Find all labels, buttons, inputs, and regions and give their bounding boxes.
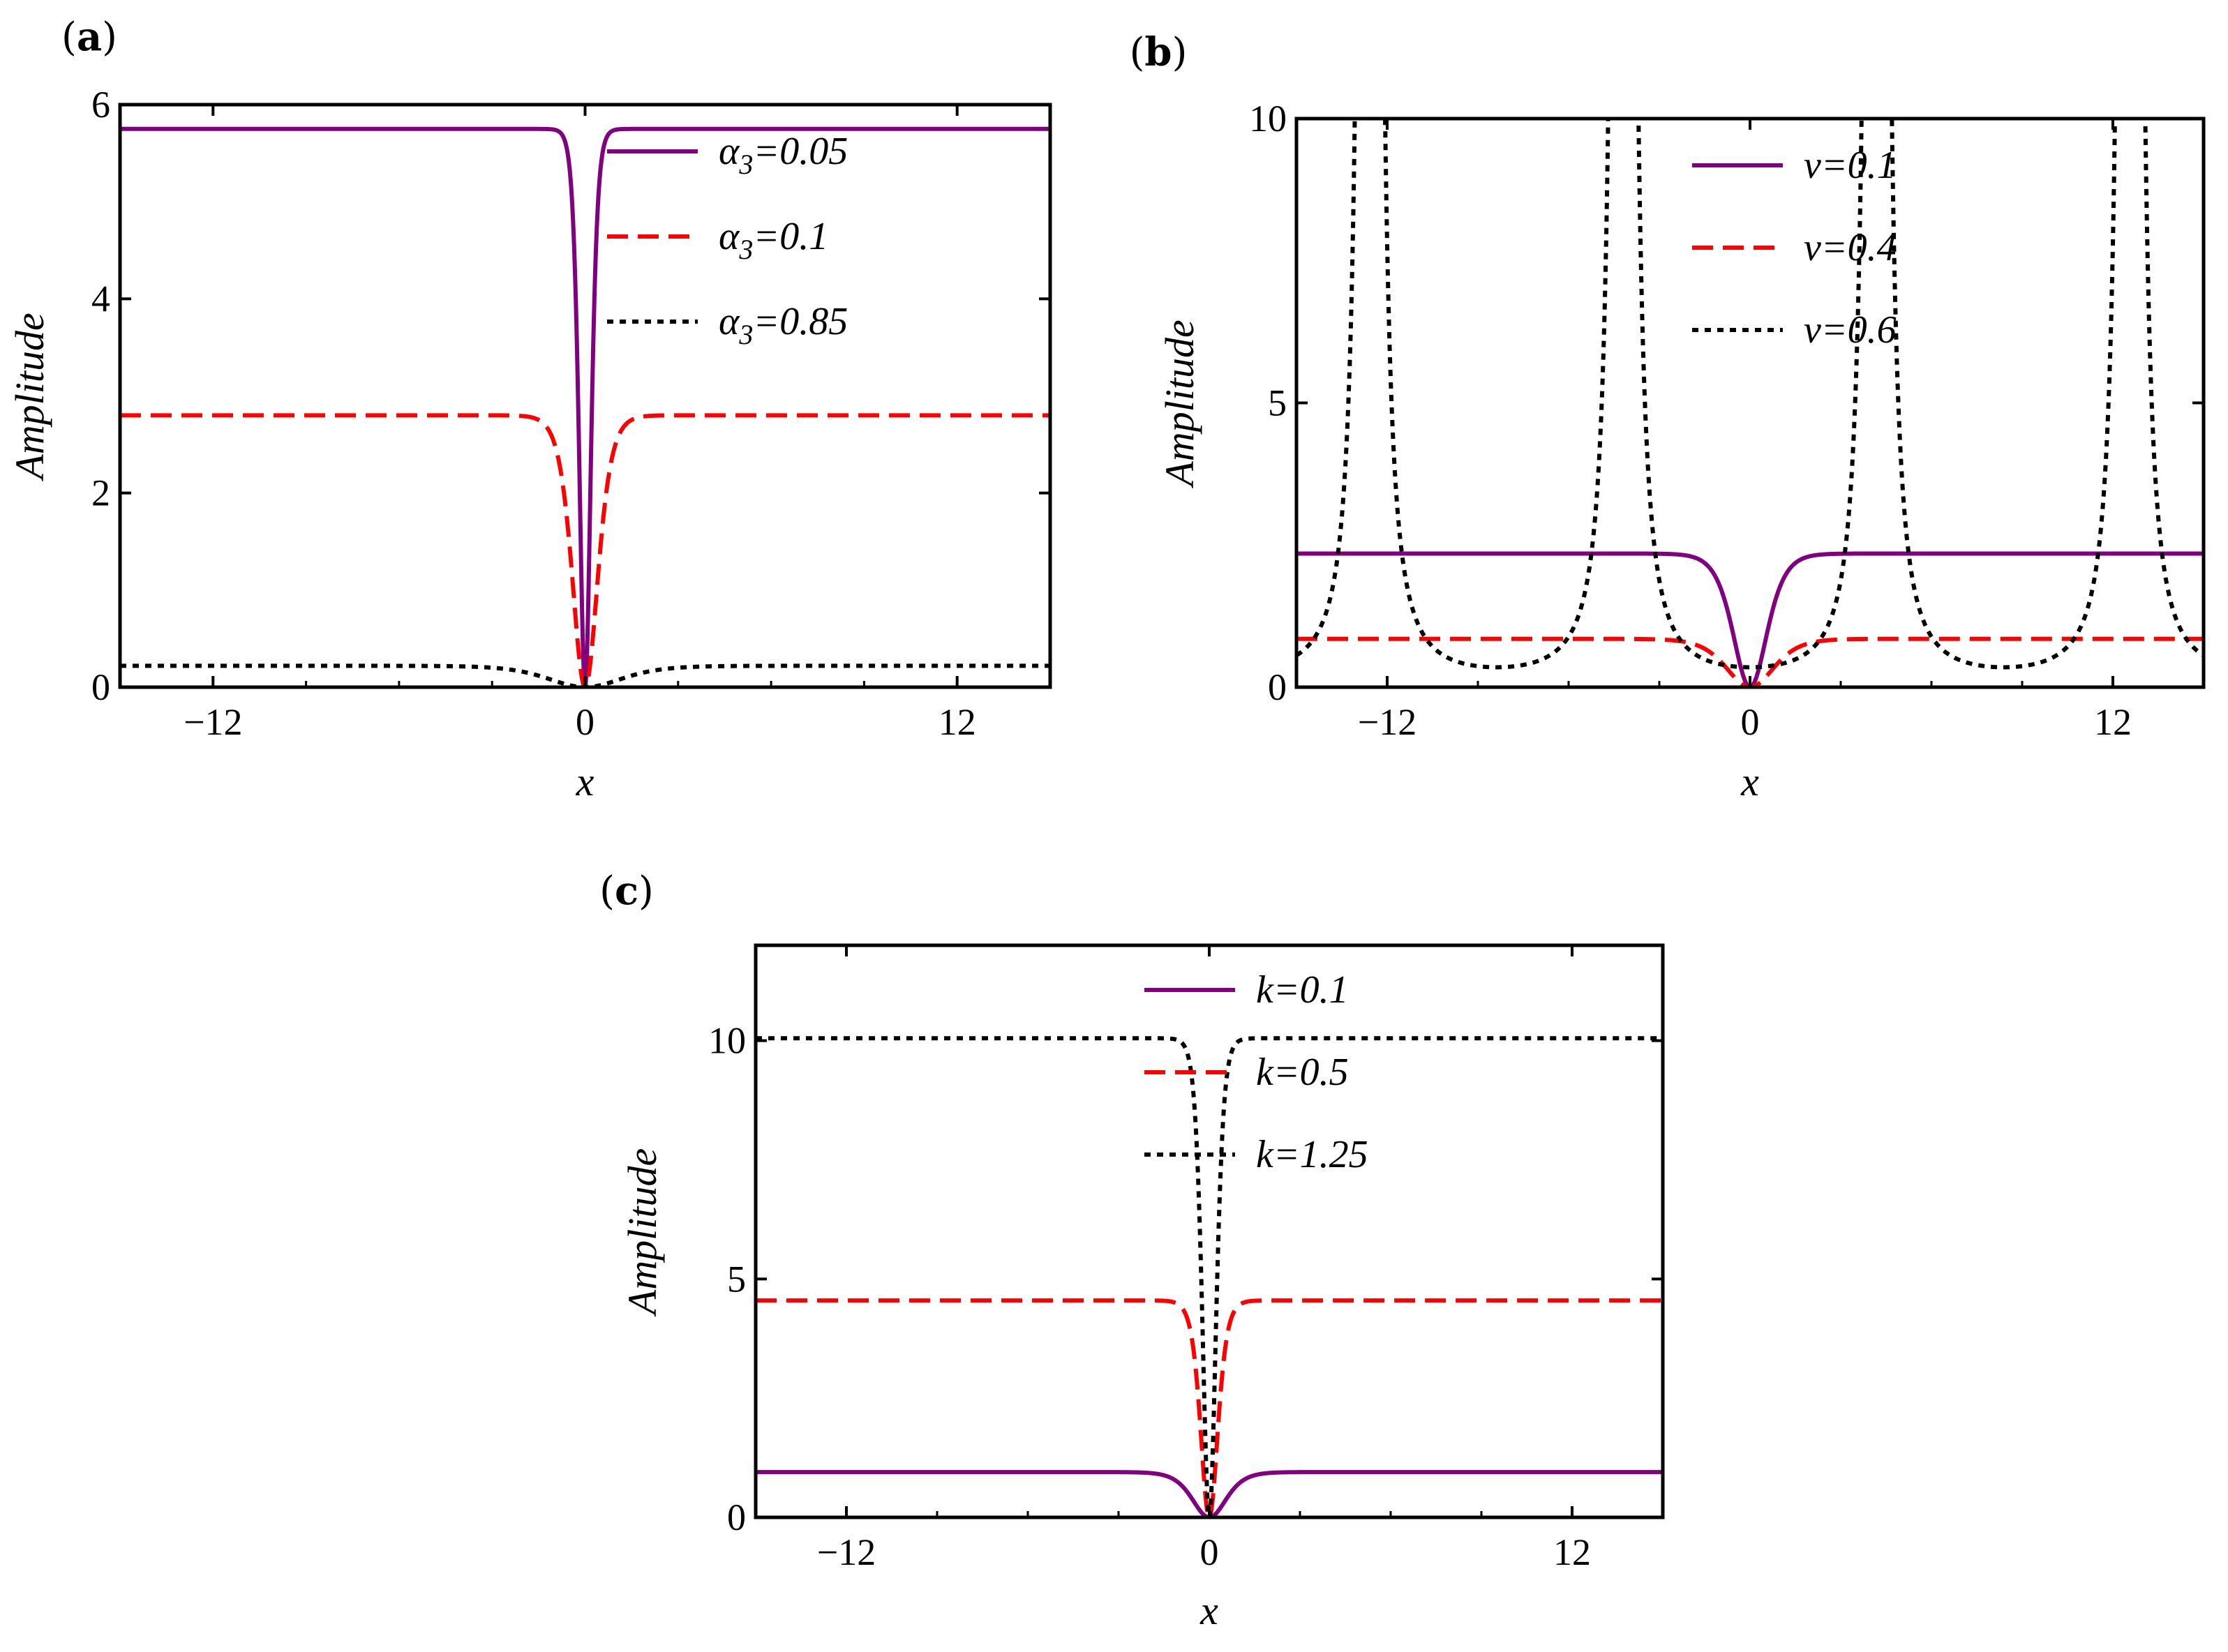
legend-label-1: k=0.1: [1256, 968, 1349, 1012]
plot-frame: [1294, 117, 2206, 689]
plot-frame: [118, 103, 1052, 689]
y-tick-label: 6: [91, 84, 110, 126]
x-tick-label: 0: [576, 701, 595, 743]
series-line-1: [120, 126, 1050, 687]
series-group: [1296, 119, 2204, 687]
y-tick-label: 5: [1268, 382, 1287, 424]
legend-label-2: ν=0.4: [1804, 226, 1897, 269]
y-tick-label: 5: [727, 1258, 746, 1300]
y-tick-label: 10: [708, 1020, 746, 1062]
x-tick-label: −12: [1358, 701, 1416, 743]
x-tick-label: 12: [2094, 701, 2132, 743]
series-line-3: [1296, 119, 2204, 670]
x-tick-label: 0: [1741, 701, 1760, 743]
series-line-3: [120, 663, 1050, 687]
legend-label-3: α3=0.85: [719, 300, 848, 350]
chart-panel-1: (a)−12 0 120246xAmplitudeα3=0.05α3=0.1α3=0…: [7, 14, 1052, 804]
series-group: [756, 1036, 1663, 1517]
y-tick-label: 0: [727, 1496, 746, 1538]
x-axis-title: x: [1199, 1588, 1218, 1633]
x-axis-title: x: [1740, 759, 1759, 804]
y-tick-label: 2: [91, 472, 110, 514]
series-line-1: [756, 1470, 1663, 1517]
y-axis-title: Amplitude: [7, 313, 52, 481]
x-tick-label: 12: [939, 701, 976, 743]
legend-label-1: α3=0.05: [719, 130, 848, 180]
series-line-1: [1296, 551, 2204, 687]
legend-label-2: α3=0.1: [719, 215, 828, 265]
legend-label-3: ν=0.6: [1804, 308, 1897, 352]
series-line-2: [120, 413, 1050, 687]
y-tick-label: 0: [91, 666, 110, 708]
legend: ν=0.1 ν=0.4 ν=0.6: [1692, 144, 1897, 352]
y-axis-title: Amplitude: [1157, 320, 1202, 488]
y-tick-label: 0: [1268, 666, 1287, 708]
panel-label: (a): [61, 14, 117, 60]
y-axis-title: Amplitude: [620, 1148, 665, 1317]
series-line-3: [756, 1036, 1663, 1517]
legend-label-1: ν=0.1: [1804, 144, 1897, 187]
x-tick-label: −12: [184, 701, 242, 743]
x-tick-label: −12: [817, 1531, 876, 1573]
chart-panel-3: (c) −12 0 12 0 5 10 x Amplitude k=0.1 k=0.5 k=1.25: [599, 868, 1665, 1633]
plot-frame: [754, 943, 1665, 1519]
legend-label-3: k=1.25: [1256, 1133, 1368, 1176]
legend: k=0.1 k=0.5 k=1.25: [1144, 968, 1368, 1176]
chart-panel-2: (b) −12 0 12 0 5 10 x Amplitude ν=0.1 ν=0.4 ν=0.6: [1130, 29, 2206, 804]
x-axis-title: x: [576, 759, 595, 804]
x-tick-label: 0: [1200, 1531, 1219, 1573]
legend: α3=0.05 α3=0.1 α3=0.85: [607, 130, 848, 350]
series-line-2: [756, 1298, 1663, 1517]
y-tick-label: 10: [1249, 98, 1287, 140]
x-tick-label: 12: [1553, 1531, 1591, 1573]
legend-label-2: k=0.5: [1256, 1051, 1349, 1094]
series-group: [120, 126, 1050, 687]
panel-label: (b): [1130, 29, 1188, 75]
panel-label: (c): [599, 868, 654, 914]
y-tick-label: 4: [91, 278, 110, 320]
